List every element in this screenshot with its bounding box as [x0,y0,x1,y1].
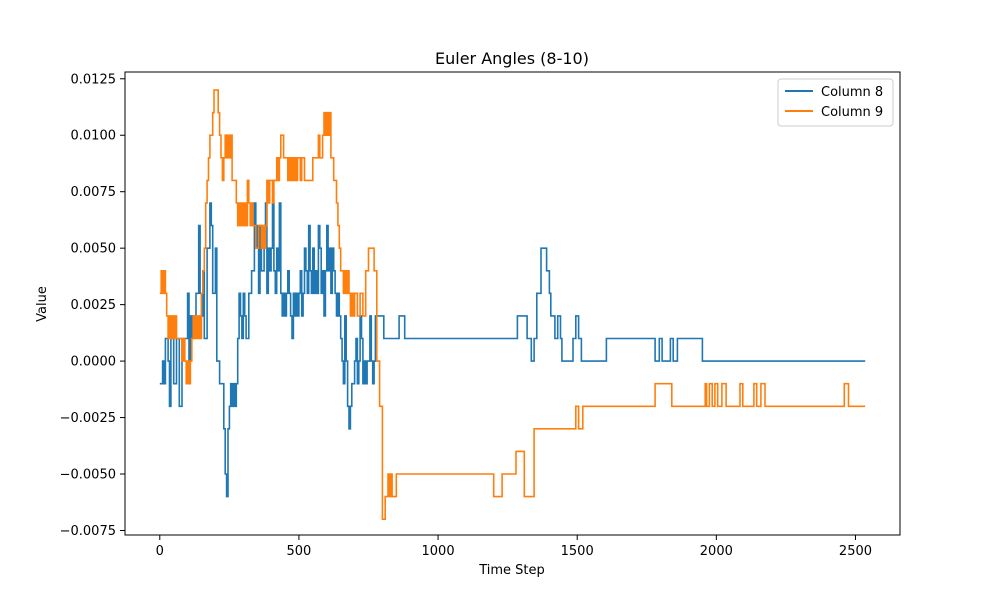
plot-frame [124,71,901,536]
y-tick-label: 0.0075 [71,185,117,200]
y-tick-label: −0.0050 [60,468,116,483]
y-tick-label: 0.0050 [71,242,117,257]
series-line-column-9 [159,89,866,520]
legend-label-column-8: Column 8 [821,85,883,100]
y-axis-ticks: −0.0075 −0.0050 −0.0025 0.0000 0.0025 0.0050 0… [60,72,125,539]
x-tick-label: 1500 [561,544,594,559]
chart-title: Euler Angles (8-10) [435,49,589,68]
legend: Column 8 Column 9 [777,78,894,127]
x-axis-label: Time Step [478,563,545,578]
y-tick-label: −0.0025 [60,411,116,426]
y-axis-label: Value [35,286,50,322]
y-tick-label: −0.0075 [60,524,116,539]
x-tick-label: 2000 [700,544,733,559]
y-tick-label: 0.0025 [71,298,117,313]
x-tick-label: 2500 [839,544,872,559]
x-tick-label: 0 [156,544,164,559]
y-tick-label: 0.0125 [71,72,117,87]
y-tick-label: 0.0000 [71,355,117,370]
y-tick-label: 0.0100 [71,129,117,144]
plot-area [159,89,866,520]
legend-label-column-9: Column 9 [821,105,883,120]
series-line-column-8 [159,202,866,498]
x-tick-label: 1000 [422,544,455,559]
x-axis-ticks: 0 500 1000 1500 2000 2500 [156,535,872,559]
x-tick-label: 500 [287,544,312,559]
